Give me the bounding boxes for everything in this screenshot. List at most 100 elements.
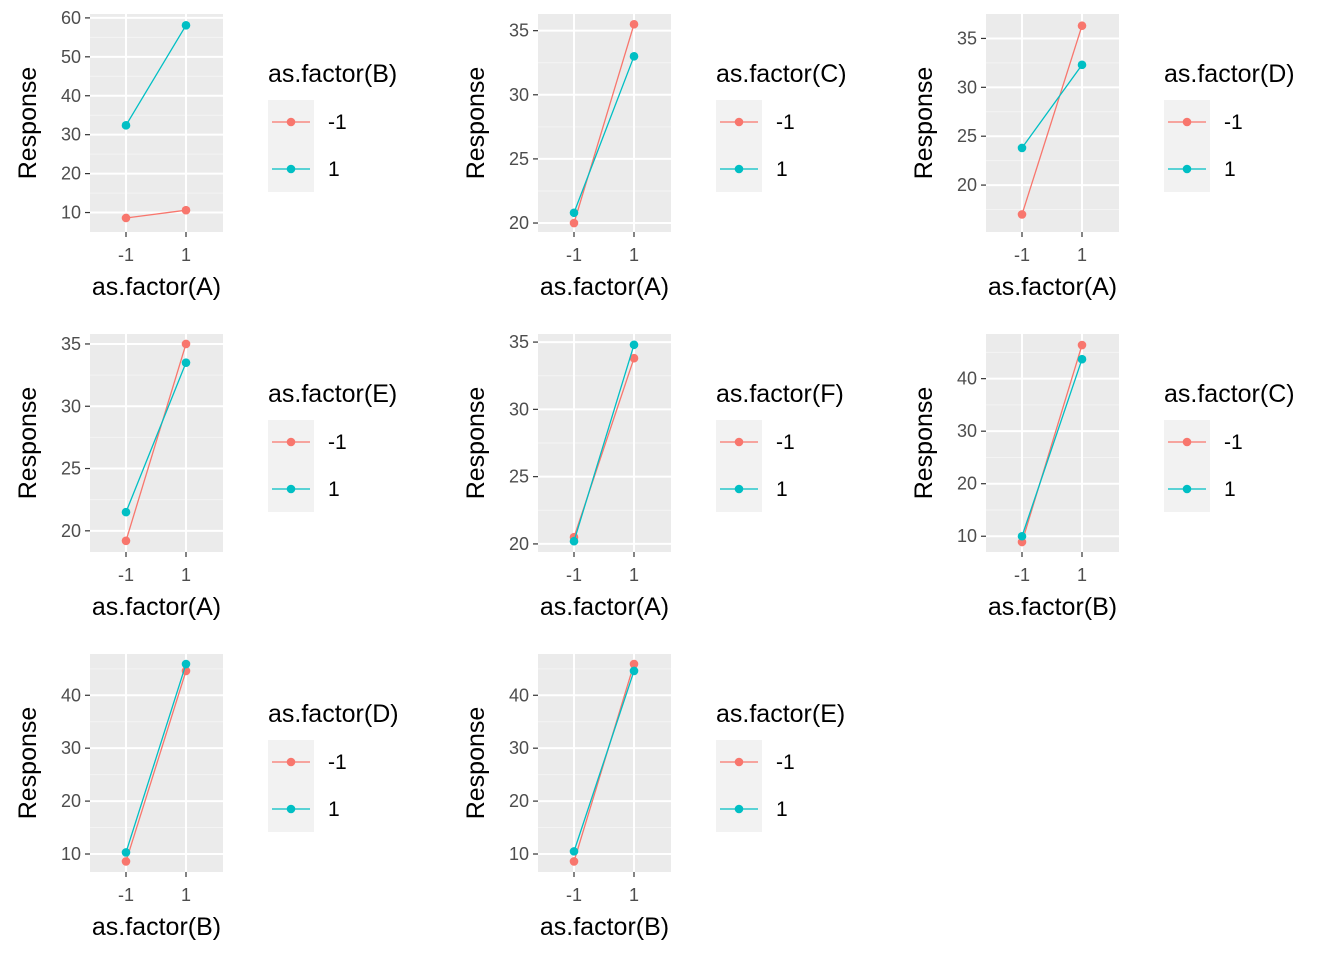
data-point	[569, 218, 579, 228]
legend-label: -1	[328, 111, 347, 134]
legend: as.factor(C) -1 1	[1164, 380, 1295, 512]
legend: as.factor(D) -1 1	[268, 700, 399, 832]
x-tick-label: -1	[566, 245, 582, 265]
y-axis-title: Response	[14, 67, 42, 180]
x-tick-label: -1	[118, 885, 134, 905]
x-axis-title: as.factor(B)	[988, 593, 1117, 621]
x-tick-label: 1	[181, 245, 191, 265]
y-tick-label: 40	[61, 685, 81, 705]
legend-label: 1	[328, 798, 340, 821]
legend-label: 1	[776, 478, 788, 501]
x-tick-label: -1	[1014, 565, 1030, 585]
legend: as.factor(C) -1 1	[716, 60, 847, 192]
data-point	[1077, 60, 1087, 70]
plot-panel	[90, 334, 223, 552]
data-point	[629, 353, 639, 363]
series-line-pos	[573, 344, 635, 542]
series-line-neg	[125, 343, 187, 541]
data-point	[1017, 210, 1027, 219]
data-point	[121, 848, 131, 857]
legend-key-point	[734, 164, 744, 174]
x-axis-title: as.factor(A)	[540, 273, 669, 301]
series-line-pos	[125, 24, 187, 126]
data-point	[181, 339, 191, 349]
plot-panel	[90, 14, 223, 232]
legend-label: -1	[328, 431, 347, 454]
y-tick-label: 35	[957, 28, 977, 48]
data-point	[1017, 143, 1027, 153]
data-point	[1077, 354, 1087, 364]
legend-key-background	[716, 740, 762, 832]
legend-key-point	[286, 164, 296, 174]
legend: as.factor(D) -1 1	[1164, 60, 1295, 192]
legend: as.factor(B) -1 1	[268, 60, 397, 192]
legend: as.factor(F) -1 1	[716, 380, 844, 512]
series-line-pos	[1021, 64, 1083, 149]
legend-key-point	[734, 757, 744, 767]
legend-key-point	[1182, 164, 1192, 174]
legend-label: -1	[776, 431, 795, 454]
legend-key-point	[286, 484, 296, 494]
x-axis-title: as.factor(A)	[540, 593, 669, 621]
legend-label: 1	[1224, 478, 1236, 501]
legend-title: as.factor(C)	[1164, 380, 1295, 408]
y-tick-label: 20	[61, 791, 81, 811]
legend-label: 1	[776, 798, 788, 821]
data-point	[121, 857, 131, 866]
data-point	[1077, 340, 1087, 350]
interaction-plot-1: 10 20 30 40 50 60 -1 1 as.factor(A) Response as.fa…	[14, 8, 397, 301]
y-tick-label: 20	[957, 474, 977, 494]
legend-key-background	[716, 100, 762, 192]
data-point	[629, 659, 639, 669]
y-tick-label: 30	[61, 738, 81, 758]
series-line-neg	[1021, 25, 1083, 215]
series-line-pos	[1021, 359, 1083, 537]
y-tick-label: 20	[509, 213, 529, 233]
x-tick-label: -1	[118, 565, 134, 585]
y-tick-label: 35	[61, 334, 81, 354]
legend: as.factor(E) -1 1	[716, 700, 845, 832]
y-tick-label: 20	[957, 175, 977, 195]
y-tick-label: 20	[61, 164, 81, 184]
y-axis-title: Response	[14, 707, 42, 820]
interaction-plot-3: 20 25 30 35 -1 1 as.factor(A) Response as.factor…	[910, 14, 1295, 301]
x-tick-label: 1	[181, 885, 191, 905]
series-line-neg	[125, 209, 187, 219]
y-tick-label: 60	[61, 8, 81, 28]
y-axis-title: Response	[462, 387, 490, 500]
legend-title: as.factor(E)	[716, 700, 845, 728]
data-point	[629, 666, 639, 676]
series-line-neg	[1021, 344, 1083, 543]
y-tick-label: 30	[957, 77, 977, 97]
legend-key-point	[1182, 437, 1192, 447]
series-line-pos	[573, 56, 635, 213]
y-tick-label: 10	[509, 844, 529, 864]
y-tick-label: 40	[61, 86, 81, 106]
series-line-pos	[573, 670, 635, 852]
legend-label: 1	[328, 158, 340, 181]
y-axis-title: Response	[910, 67, 938, 180]
legend-key-background	[1164, 100, 1210, 192]
y-tick-label: 25	[509, 149, 529, 169]
y-tick-label: 35	[509, 21, 529, 41]
x-tick-label: 1	[629, 885, 639, 905]
y-axis-title: Response	[14, 387, 42, 500]
legend-label: 1	[776, 158, 788, 181]
legend-title: as.factor(C)	[716, 60, 847, 88]
legend-key-point	[286, 757, 296, 767]
y-tick-label: 30	[61, 125, 81, 145]
legend-key-point	[734, 804, 744, 814]
y-tick-label: 25	[509, 467, 529, 487]
y-tick-label: 20	[509, 534, 529, 554]
legend-title: as.factor(D)	[1164, 60, 1295, 88]
x-tick-label: 1	[1077, 565, 1087, 585]
data-point	[629, 19, 639, 29]
data-point	[121, 536, 131, 546]
y-axis-title: Response	[462, 67, 490, 180]
y-tick-label: 20	[61, 521, 81, 541]
interaction-plot-6: 10 20 30 40 -1 1 as.factor(B) Response as.factor…	[910, 334, 1295, 621]
x-tick-label: -1	[566, 885, 582, 905]
legend-title: as.factor(F)	[716, 380, 844, 408]
data-point	[629, 340, 639, 350]
x-axis-title: as.factor(B)	[540, 913, 669, 941]
